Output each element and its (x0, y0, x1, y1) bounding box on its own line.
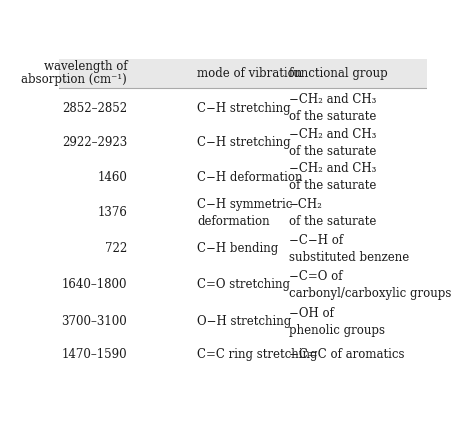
Text: 3700–3100: 3700–3100 (62, 315, 127, 328)
Text: −C=C of aromatics: −C=C of aromatics (289, 348, 404, 361)
Text: −CH₂ and CH₃: −CH₂ and CH₃ (289, 128, 376, 141)
Text: substituted benzene: substituted benzene (289, 251, 409, 264)
Text: 1470–1590: 1470–1590 (62, 348, 127, 361)
Text: of the saturate: of the saturate (289, 110, 376, 124)
Text: carbonyl/carboxylic groups: carbonyl/carboxylic groups (289, 287, 451, 300)
Text: of the saturate: of the saturate (289, 215, 376, 228)
Text: C−H stretching: C−H stretching (197, 102, 291, 115)
Text: −C=O of: −C=O of (289, 270, 342, 283)
Text: C−H symmetric: C−H symmetric (197, 198, 292, 211)
Text: deformation: deformation (197, 215, 270, 228)
Text: C−H stretching: C−H stretching (197, 136, 291, 149)
Text: of the saturate: of the saturate (289, 145, 376, 158)
Text: −CH₂: −CH₂ (289, 198, 323, 211)
Text: C=C ring stretching: C=C ring stretching (197, 348, 318, 361)
Text: 1640–1800: 1640–1800 (62, 279, 127, 291)
Text: −CH₂ and CH₃: −CH₂ and CH₃ (289, 93, 376, 106)
Text: 1376: 1376 (97, 206, 127, 219)
Text: mode of vibration: mode of vibration (197, 67, 302, 80)
Text: C=O stretching: C=O stretching (197, 279, 290, 291)
Text: absorption (cm⁻¹): absorption (cm⁻¹) (21, 74, 127, 86)
Text: C−H bending: C−H bending (197, 242, 278, 256)
Text: 2852–2852: 2852–2852 (62, 102, 127, 115)
Text: functional group: functional group (289, 67, 388, 80)
Text: O−H stretching: O−H stretching (197, 315, 291, 328)
Text: 2922–2923: 2922–2923 (62, 136, 127, 149)
Text: phenolic groups: phenolic groups (289, 324, 385, 337)
Text: C−H deformation: C−H deformation (197, 171, 302, 184)
FancyBboxPatch shape (59, 59, 427, 88)
Text: 1460: 1460 (97, 171, 127, 184)
Text: 722: 722 (105, 242, 127, 256)
Text: −OH of: −OH of (289, 307, 334, 320)
Text: wavelength of: wavelength of (44, 60, 127, 73)
Text: −C−H of: −C−H of (289, 234, 343, 247)
Text: of the saturate: of the saturate (289, 179, 376, 192)
Text: −CH₂ and CH₃: −CH₂ and CH₃ (289, 162, 376, 175)
